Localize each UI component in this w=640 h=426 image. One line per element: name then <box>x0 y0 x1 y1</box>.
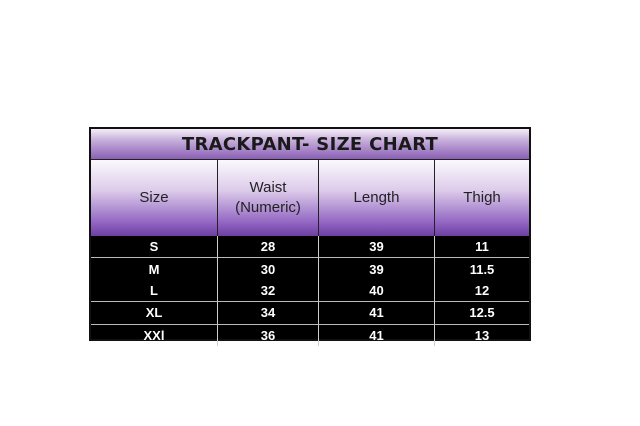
chart-title: TRACKPANT- SIZE CHART <box>91 129 529 160</box>
header-length: Length <box>319 160 435 236</box>
thigh-cell: 11 <box>475 239 489 255</box>
table-row: XL 34 41 12.5 <box>91 301 529 324</box>
table-row: XXl 36 41 13 <box>91 323 529 346</box>
length-cell: 39 <box>319 236 435 258</box>
table-row: M 30 39 11.5 <box>91 257 529 280</box>
header-waist: Waist (Numeric) <box>218 160 319 236</box>
header-size: Size <box>91 160 218 236</box>
size-chart-table: TRACKPANT- SIZE CHART Size Waist (Numeri… <box>89 127 531 346</box>
size-cell: L <box>91 279 218 302</box>
waist-cell: 34 <box>218 302 319 324</box>
length-cell: 40 <box>319 279 435 302</box>
waist-cell: 28 <box>218 236 319 258</box>
waist-cell: 32 <box>218 279 319 302</box>
length-cell: 39 <box>319 258 435 280</box>
length-cell: 41 <box>319 302 435 324</box>
size-cell: XXl <box>91 324 218 346</box>
size-cell: M <box>91 258 218 280</box>
table-row: L 32 40 12 <box>91 279 529 302</box>
thigh-cell: 12 <box>474 282 490 298</box>
waist-cell: 30 <box>218 258 319 280</box>
table-body: S 28 39 11 M 30 39 11.5 L 32 40 12 XL 34… <box>91 236 529 346</box>
waist-cell: 36 <box>218 324 319 346</box>
thigh-cell: 13 <box>474 327 490 343</box>
size-cell: XL <box>91 302 218 324</box>
thigh-cell: 12.5 <box>469 305 495 321</box>
thigh-cell: 11.5 <box>469 261 495 277</box>
table-row: S 28 39 11 <box>91 236 529 258</box>
header-thigh: Thigh <box>435 160 529 236</box>
size-cell: S <box>91 236 218 258</box>
length-cell: 41 <box>319 324 435 346</box>
